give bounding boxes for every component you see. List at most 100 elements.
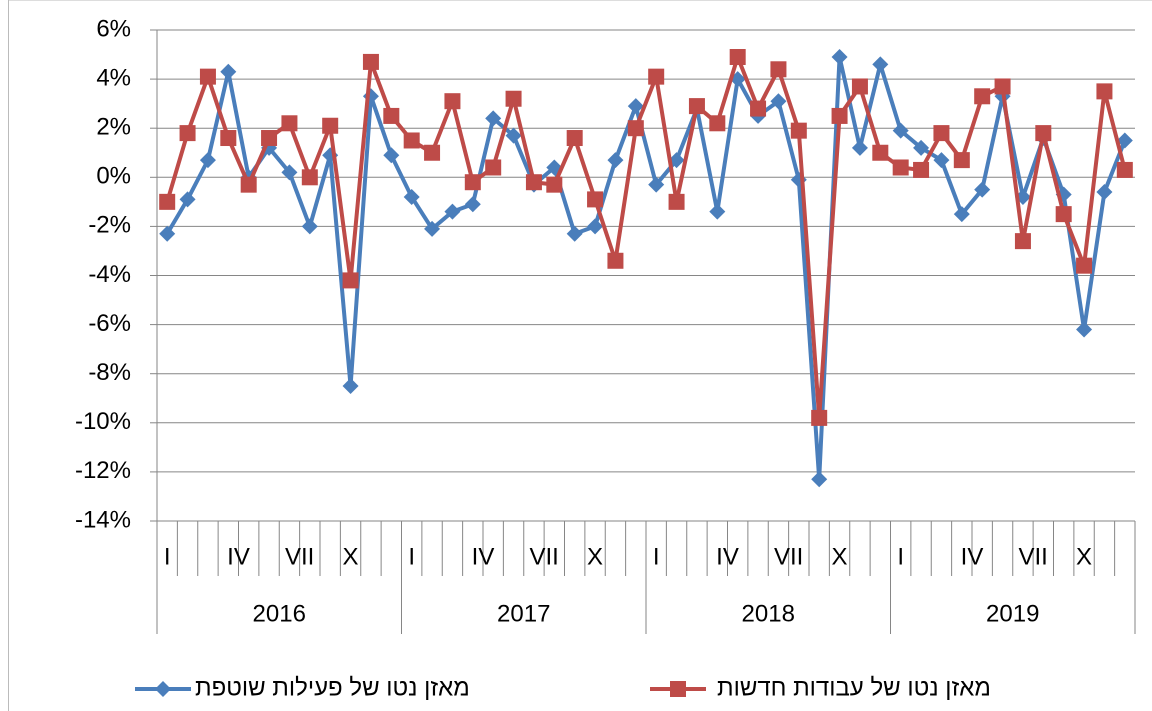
marker bbox=[892, 122, 909, 139]
x-tick-label: VII bbox=[1018, 543, 1047, 570]
marker bbox=[342, 377, 359, 394]
series-line bbox=[165, 55, 1127, 420]
marker bbox=[831, 49, 848, 66]
marker bbox=[261, 130, 278, 147]
marker bbox=[1096, 184, 1113, 201]
marker bbox=[301, 218, 318, 235]
marker bbox=[220, 63, 237, 80]
x-tick-label: I bbox=[408, 543, 415, 570]
marker bbox=[1055, 206, 1072, 223]
marker bbox=[159, 193, 176, 210]
marker bbox=[668, 152, 685, 169]
marker bbox=[444, 203, 461, 220]
marker bbox=[546, 176, 563, 193]
marker bbox=[668, 193, 685, 210]
y-tick-label: -4% bbox=[88, 261, 131, 288]
marker bbox=[1096, 83, 1113, 100]
x-group-label: 2016 bbox=[253, 600, 306, 627]
marker bbox=[566, 130, 583, 147]
y-tick-label: -8% bbox=[88, 359, 131, 386]
y-tick-label: -2% bbox=[88, 212, 131, 239]
marker bbox=[322, 117, 339, 134]
marker bbox=[770, 93, 787, 110]
y-tick-label: -6% bbox=[88, 310, 131, 337]
marker bbox=[750, 100, 767, 117]
x-tick-label: X bbox=[343, 543, 359, 570]
marker bbox=[627, 98, 644, 115]
marker bbox=[155, 681, 171, 697]
marker bbox=[933, 152, 950, 169]
marker bbox=[587, 191, 604, 208]
marker bbox=[1076, 257, 1093, 274]
marker bbox=[199, 68, 216, 85]
x-tick-label: VII bbox=[774, 543, 803, 570]
marker bbox=[444, 93, 461, 110]
marker bbox=[485, 110, 502, 127]
x-tick-label: VII bbox=[529, 543, 558, 570]
marker bbox=[220, 130, 237, 147]
y-tick-label: 2% bbox=[96, 114, 131, 141]
marker bbox=[179, 125, 196, 142]
chart-border bbox=[8, 0, 1152, 711]
y-tick-label: -10% bbox=[75, 408, 131, 435]
y-tick-label: 0% bbox=[96, 163, 131, 190]
marker bbox=[383, 107, 400, 124]
y-tick-label: -14% bbox=[75, 506, 131, 533]
marker bbox=[974, 88, 991, 105]
y-tick-label: 4% bbox=[96, 64, 131, 91]
marker bbox=[1035, 125, 1052, 142]
marker bbox=[974, 181, 991, 198]
x-tick-label: X bbox=[832, 543, 848, 570]
legend-label: מאזן נטו של עבודות חדשות bbox=[717, 674, 991, 701]
marker bbox=[811, 409, 828, 426]
marker bbox=[159, 225, 176, 242]
marker bbox=[403, 132, 420, 149]
marker bbox=[790, 122, 807, 139]
marker bbox=[953, 152, 970, 169]
marker bbox=[1076, 321, 1093, 338]
marker bbox=[729, 49, 746, 66]
marker bbox=[1014, 233, 1031, 250]
marker bbox=[179, 191, 196, 208]
x-group-label: 2017 bbox=[497, 600, 550, 627]
marker bbox=[342, 272, 359, 289]
marker bbox=[403, 188, 420, 205]
marker bbox=[688, 98, 705, 115]
x-tick-label: X bbox=[587, 543, 603, 570]
marker bbox=[281, 115, 298, 132]
marker bbox=[851, 139, 868, 156]
marker bbox=[913, 139, 930, 156]
x-group-label: 2018 bbox=[742, 600, 795, 627]
marker bbox=[811, 471, 828, 488]
marker bbox=[872, 56, 889, 73]
marker bbox=[851, 78, 868, 95]
marker bbox=[199, 152, 216, 169]
x-tick-label: IV bbox=[472, 543, 495, 570]
marker bbox=[933, 125, 950, 142]
marker bbox=[525, 174, 542, 191]
marker bbox=[627, 120, 644, 137]
marker bbox=[607, 152, 624, 169]
x-tick-label: I bbox=[897, 543, 904, 570]
marker bbox=[648, 68, 665, 85]
x-group-label: 2019 bbox=[986, 600, 1039, 627]
marker bbox=[709, 203, 726, 220]
marker bbox=[383, 147, 400, 164]
marker bbox=[485, 159, 502, 176]
marker bbox=[770, 61, 787, 78]
marker bbox=[994, 78, 1011, 95]
legend-label: מאזן נטו של פעילות שוטפת bbox=[195, 674, 470, 701]
marker bbox=[424, 144, 441, 161]
x-tick-label: I bbox=[653, 543, 660, 570]
y-tick-label: 6% bbox=[96, 15, 131, 42]
marker bbox=[953, 206, 970, 223]
marker bbox=[301, 169, 318, 186]
marker bbox=[424, 220, 441, 237]
marker bbox=[670, 681, 686, 697]
marker bbox=[648, 176, 665, 193]
marker bbox=[362, 53, 379, 70]
marker bbox=[587, 218, 604, 235]
x-tick-label: IV bbox=[961, 543, 984, 570]
